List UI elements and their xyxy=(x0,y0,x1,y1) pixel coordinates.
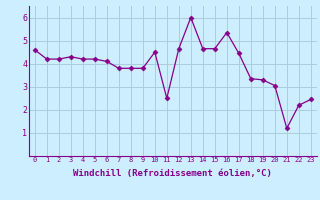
X-axis label: Windchill (Refroidissement éolien,°C): Windchill (Refroidissement éolien,°C) xyxy=(73,169,272,178)
